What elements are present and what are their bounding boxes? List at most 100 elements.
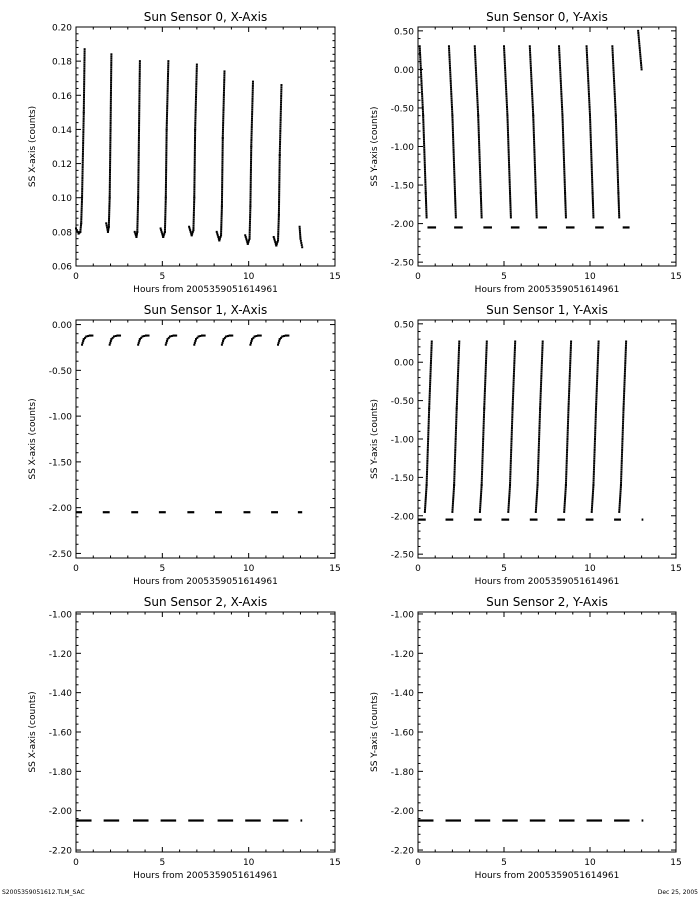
data-point: [538, 440, 541, 443]
data-point: [594, 409, 597, 412]
data-point: [425, 481, 428, 484]
data-point: [250, 141, 253, 144]
data-point: [505, 92, 508, 95]
data-point: [457, 372, 460, 375]
data-point: [456, 381, 459, 384]
data-point: [193, 201, 196, 204]
data-point: [299, 235, 302, 238]
data-point: [503, 56, 506, 59]
data-point: [506, 127, 509, 130]
data-point: [109, 111, 112, 114]
data-point: [110, 87, 112, 90]
data-point: [534, 187, 537, 190]
data-point: [503, 64, 506, 67]
data-point: [621, 424, 624, 427]
data-point: [503, 60, 506, 63]
data-point: [558, 49, 561, 52]
data-point: [165, 130, 168, 133]
data-point: [614, 118, 617, 121]
data-point: [537, 466, 540, 469]
data-point: [222, 124, 225, 127]
data-point: [424, 506, 427, 509]
data-point: [108, 188, 111, 191]
data-point: [109, 134, 112, 137]
y-tick-label: -1.40: [391, 689, 415, 699]
data-point: [425, 490, 428, 493]
data-point: [618, 214, 621, 217]
data-point: [220, 207, 223, 210]
data-point: [529, 49, 532, 52]
data-point: [279, 134, 282, 137]
data-point: [451, 127, 454, 130]
data-point: [279, 108, 282, 111]
data-point: [108, 192, 111, 195]
data-point: [595, 383, 598, 386]
data-point: [537, 462, 540, 465]
data-point: [430, 359, 433, 362]
data-point: [221, 139, 224, 142]
data-point: [108, 202, 111, 205]
data-point: [108, 215, 111, 218]
data-point: [425, 484, 428, 487]
data-point: [421, 99, 424, 102]
data-point: [590, 170, 593, 173]
data-point: [478, 153, 481, 156]
data-point: [193, 145, 196, 148]
data-point: [448, 53, 451, 56]
data-point: [505, 88, 508, 91]
data-point: [537, 448, 540, 451]
data-point: [419, 64, 422, 67]
data-point: [279, 127, 282, 130]
chart-title: Sun Sensor 0, Y-Axis: [486, 10, 608, 24]
data-point: [251, 91, 254, 94]
data-point: [194, 126, 197, 129]
data-point: [457, 359, 460, 362]
data-point: [508, 486, 511, 489]
y-tick-label: -1.50: [391, 474, 415, 484]
data-point: [534, 195, 537, 198]
data-point: [508, 492, 511, 495]
data-point: [511, 402, 514, 405]
data-point: [193, 162, 196, 165]
data-point: [165, 173, 168, 176]
data-point: [220, 217, 223, 220]
data-point: [569, 351, 572, 354]
data-point: [166, 92, 169, 95]
data-point: [565, 453, 568, 456]
data-point: [82, 113, 85, 116]
data-point: [164, 186, 167, 189]
data-point: [476, 105, 479, 108]
data-point: [624, 349, 627, 352]
data-point: [83, 76, 86, 79]
data-point: [596, 357, 599, 360]
data-point: [429, 362, 432, 365]
data-point: [83, 52, 86, 55]
data-point: [82, 126, 85, 129]
data-point: [454, 214, 457, 217]
data-point: [430, 344, 433, 347]
data-point: [108, 217, 111, 220]
data-point: [194, 128, 197, 131]
data-point: [590, 163, 593, 166]
data-point: [613, 90, 616, 93]
data-point: [220, 198, 223, 201]
data-point: [540, 372, 543, 375]
data-point: [532, 121, 535, 124]
y-tick-label: 0.20: [52, 24, 72, 34]
data-point: [138, 111, 141, 114]
data-point: [568, 392, 571, 395]
data-point: [220, 223, 223, 226]
data-point: [248, 235, 251, 238]
data-point: [590, 166, 593, 169]
data-point: [613, 86, 616, 89]
data-point: [138, 79, 141, 82]
data-point: [458, 344, 461, 347]
data-point: [513, 353, 516, 356]
data-point: [591, 199, 594, 202]
data-point: [225, 335, 228, 338]
data-point: [424, 502, 427, 505]
data-point: [482, 424, 485, 427]
data-point: [108, 200, 111, 203]
data-point: [512, 379, 515, 382]
